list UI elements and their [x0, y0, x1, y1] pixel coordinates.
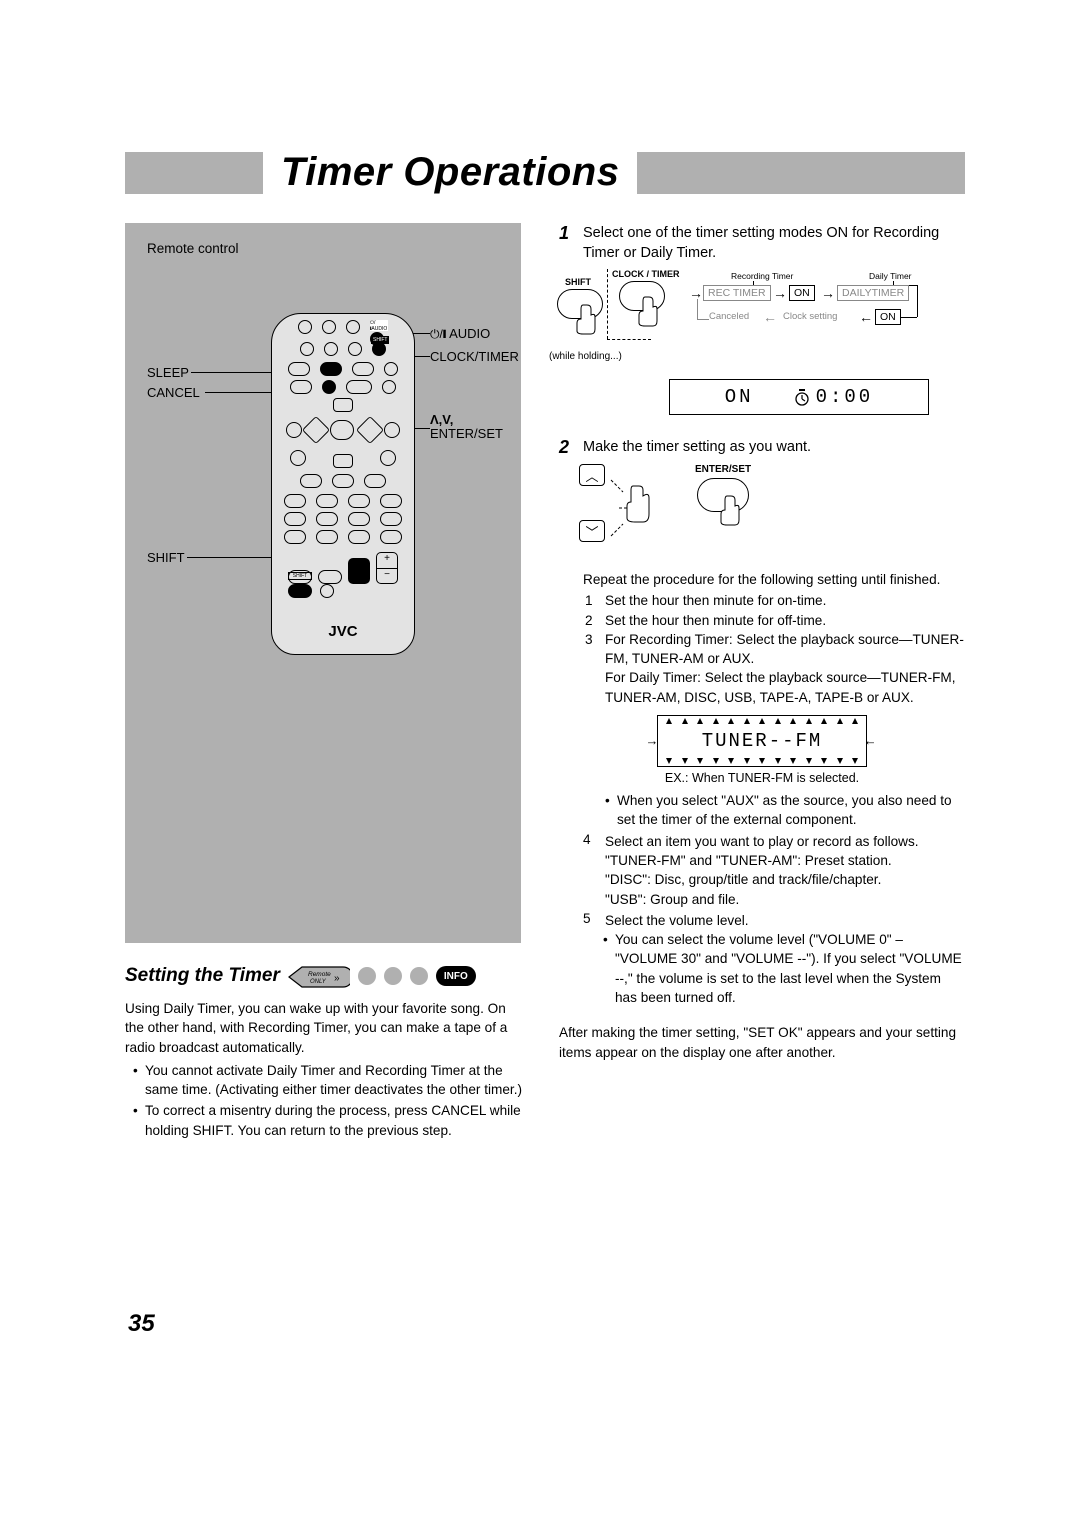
- lcd-time: 0:00: [816, 386, 874, 408]
- label-arrows-enter: Λ,V, ENTER/SET: [430, 413, 503, 442]
- on-box: ON: [789, 285, 815, 301]
- clock-timer-caption: CLOCK / TIMER: [612, 269, 680, 279]
- subheading-row: Setting the Timer Remote ONLY » INFO: [125, 965, 525, 987]
- title-band: Timer Operations: [125, 150, 965, 195]
- step-1: 1 Select one of the timer setting modes …: [559, 223, 965, 263]
- list-item: Set the hour then minute for on-time.: [605, 591, 965, 610]
- item-4-num: 4: [583, 832, 605, 909]
- item-4-text: Select an item you want to play or recor…: [605, 834, 919, 849]
- step-2: 2 Make the timer setting as you want.: [559, 437, 965, 458]
- finger-icon: [575, 303, 597, 335]
- separator: [607, 339, 651, 340]
- shift-small-label: SHIFT: [288, 572, 312, 580]
- remote-caption: Remote control: [147, 241, 239, 256]
- arrow-icon: ←: [763, 310, 777, 324]
- daily-timer-caption: Daily Timer: [869, 271, 912, 281]
- press-lines-icon: [609, 478, 659, 548]
- shift-caption: SHIFT: [565, 277, 591, 287]
- setting-steps-list: Set the hour then minute for on-time. Se…: [583, 591, 965, 707]
- daily-timer-box: DAILYTIMER: [837, 285, 909, 301]
- arrow-icon: ←: [859, 310, 873, 324]
- remote-illustration: Remote control ⏻/❙ AUDIO CLOCK/TIMER SLE…: [125, 223, 521, 943]
- bullet-item: You cannot activate Daily Timer and Reco…: [135, 1061, 525, 1100]
- after-text: After making the timer setting, "SET OK"…: [559, 1023, 965, 1062]
- dot-icon: [358, 967, 376, 985]
- item-5-num: 5: [583, 911, 605, 1009]
- step-number: 1: [559, 223, 573, 263]
- step-1-text: Select one of the timer setting modes ON…: [583, 223, 965, 263]
- arrow-icon: →: [773, 286, 787, 300]
- finger-icon: [637, 295, 659, 327]
- clock-icon: [794, 387, 810, 407]
- arrow-icon: →: [689, 286, 703, 300]
- tuner-lcd: TUNER--FM → ←: [657, 715, 867, 767]
- canceled-label: Canceled: [709, 311, 749, 322]
- label-audio: ⏻/❙ AUDIO: [430, 326, 490, 342]
- flow-diagram: SHIFT (while holding...) CLOCK / TIMER R…: [549, 269, 965, 429]
- info-tag: INFO: [436, 966, 476, 986]
- svg-text:»: »: [334, 973, 340, 984]
- dot-icon: [384, 967, 402, 985]
- label-cancel: CANCEL: [147, 385, 200, 400]
- repeat-text: Repeat the procedure for the following s…: [583, 570, 965, 589]
- label-clock-timer: CLOCK/TIMER: [430, 349, 519, 364]
- enter-set-caption: ENTER/SET: [695, 464, 751, 475]
- page-title: Timer Operations: [263, 150, 637, 195]
- label-shift: SHIFT: [147, 550, 185, 565]
- page-number: 35: [128, 1310, 155, 1338]
- separator: [607, 269, 608, 339]
- clock-setting-label: Clock setting: [783, 311, 837, 322]
- down-button: ﹀: [579, 520, 605, 542]
- remote-only-tag: Remote ONLY »: [288, 966, 350, 988]
- intro-bullets: You cannot activate Daily Timer and Reco…: [125, 1061, 525, 1140]
- bullet-item: To correct a misentry during the process…: [135, 1101, 525, 1140]
- intro-paragraph: Using Daily Timer, you can wake up with …: [125, 999, 525, 1057]
- svg-text:Remote: Remote: [308, 971, 331, 978]
- finger-icon: [719, 494, 741, 526]
- step-number: 2: [559, 437, 573, 458]
- aux-note: When you select "AUX" as the source, you…: [607, 791, 965, 830]
- arrow-icon: →: [821, 286, 835, 300]
- title-bar-right: [637, 152, 965, 194]
- item-5-note: You can select the volume level ("VOLUME…: [605, 930, 965, 1007]
- shift-badge: SHIFT: [371, 336, 389, 344]
- list-item: For Recording Timer: Select the playback…: [605, 630, 965, 707]
- item-4-line: "TUNER-FM" and "TUNER-AM": Preset statio…: [605, 853, 892, 868]
- rec-timer-caption: Recording Timer: [731, 271, 793, 281]
- step-2-graphic: ︿ ﹀ ENTER/SET: [559, 464, 965, 570]
- list-item: Set the hour then minute for off-time.: [605, 611, 965, 630]
- item-4-line: "USB": Group and file.: [605, 892, 739, 907]
- up-button: ︿: [579, 464, 605, 486]
- on-box-2: ON: [875, 309, 901, 325]
- step-2-text: Make the timer setting as you want.: [583, 437, 965, 458]
- svg-text:ONLY: ONLY: [310, 979, 327, 985]
- item-4-line: "DISC": Disc, group/title and track/file…: [605, 872, 881, 887]
- label-sleep: SLEEP: [147, 365, 189, 380]
- tuner-lcd-text: TUNER--FM: [702, 730, 823, 752]
- title-bar-left: [125, 152, 263, 194]
- subheading: Setting the Timer: [125, 965, 280, 987]
- while-holding: (while holding...): [549, 351, 622, 362]
- brand-logo: JVC: [272, 623, 414, 640]
- lcd-display: ON 0:00: [669, 379, 929, 415]
- tuner-caption: EX.: When TUNER-FM is selected.: [559, 771, 965, 785]
- lcd-on: ON: [725, 386, 754, 408]
- rec-timer-box: REC TIMER: [703, 285, 771, 301]
- item-5-text: Select the volume level.: [605, 913, 749, 928]
- dot-icon: [410, 967, 428, 985]
- remote-body: ⏻/❙AUDIO SHIFT: [271, 313, 415, 655]
